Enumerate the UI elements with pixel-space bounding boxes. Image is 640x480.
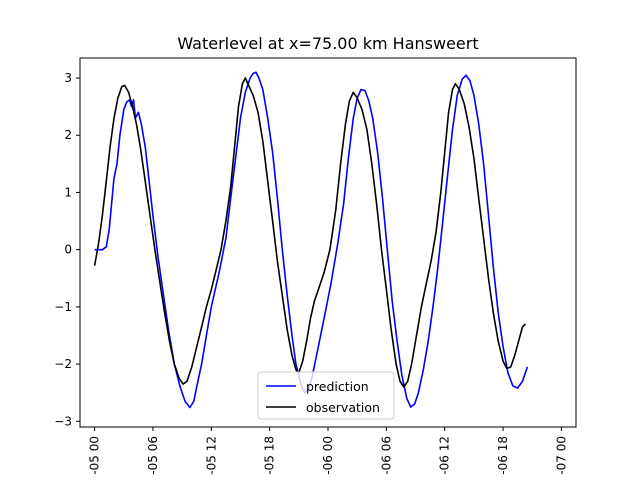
series-line-observation (93, 77, 526, 388)
y-tick-label: 0 (64, 243, 72, 257)
x-tick-label: -05 00 (88, 436, 102, 475)
plot-frame (79, 57, 577, 428)
x-axis-ticks: -05 00 -05 06 -05 12 -05 18 -06 00 -06 06 -06 … (88, 427, 568, 475)
legend-label-observation: observation (306, 400, 380, 415)
y-tick-label: −2 (54, 357, 72, 371)
x-tick-label: -06 12 (438, 436, 452, 475)
y-tick-label: −3 (54, 414, 72, 428)
y-tick-label: 2 (64, 128, 72, 142)
x-tick-label: -07 00 (554, 436, 568, 475)
x-tick-label: -06 18 (496, 436, 510, 475)
x-tick-label: -05 06 (146, 436, 160, 475)
y-tick-label: 3 (64, 71, 72, 85)
y-tick-label: −1 (54, 300, 72, 314)
legend: prediction observation (257, 371, 395, 420)
x-tick-label: -05 12 (204, 436, 218, 475)
legend-label-prediction: prediction (306, 379, 369, 394)
y-tick-label: 1 (64, 185, 72, 199)
chart-title: Waterlevel at x=75.00 km Hansweert (177, 34, 478, 53)
x-tick-label: -06 00 (321, 436, 335, 475)
y-axis-ticks: −3 −2 −1 0 1 2 3 (54, 71, 80, 428)
x-tick-label: -05 18 (263, 436, 277, 475)
x-tick-label: -06 06 (379, 436, 393, 475)
